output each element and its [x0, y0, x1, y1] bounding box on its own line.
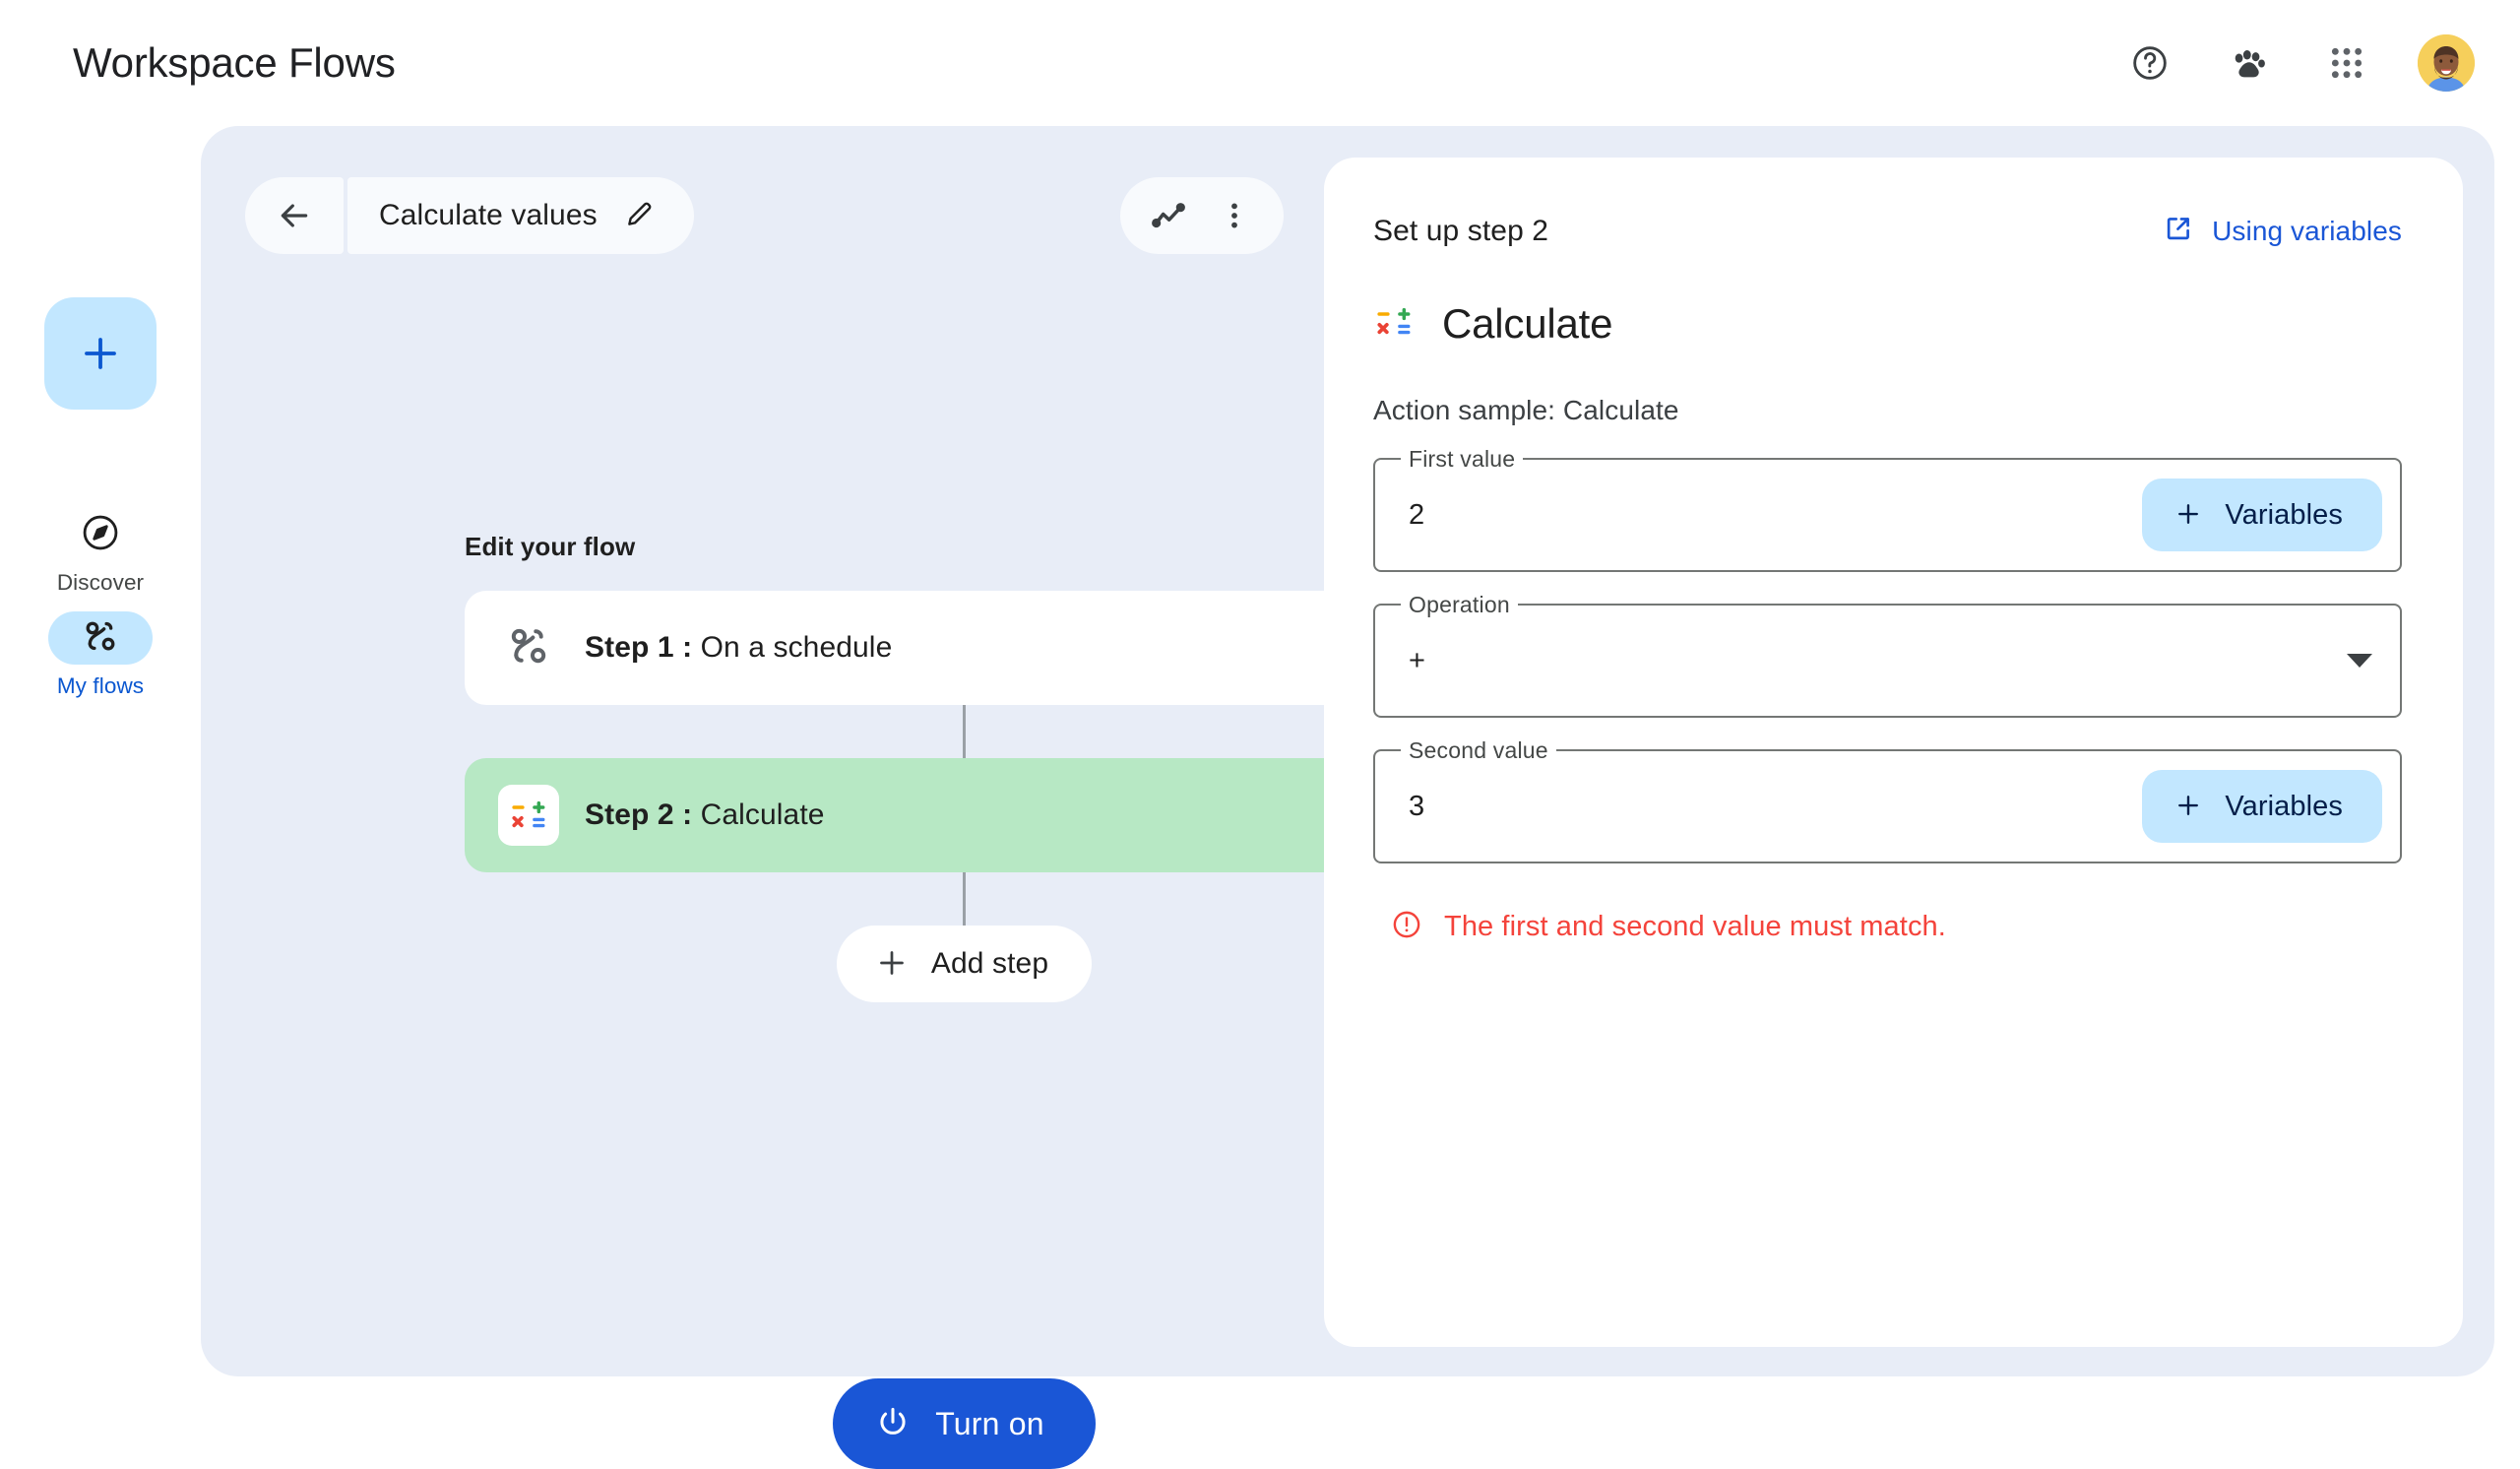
turn-on-label: Turn on — [935, 1405, 1044, 1441]
flow-route-icon — [504, 621, 553, 675]
using-variables-link[interactable]: Using variables — [2163, 213, 2402, 249]
setup-header: Set up step 2 Using variables — [1373, 213, 2402, 249]
step-2-name: Calculate — [692, 798, 825, 831]
create-flow-button[interactable] — [44, 297, 157, 410]
calculate-icon — [498, 785, 559, 846]
operation-label: Operation — [1401, 592, 1518, 618]
first-value-label: First value — [1401, 446, 1524, 473]
power-icon — [874, 1404, 912, 1444]
second-value-variables-button[interactable]: Variables — [2142, 770, 2382, 843]
flow-title: Calculate values — [379, 199, 598, 231]
sidebar-item-discover-label: Discover — [56, 570, 145, 595]
action-header: Calculate — [1373, 300, 2402, 348]
setup-title: Set up step 2 — [1373, 214, 1549, 247]
step-connector-1 — [963, 705, 966, 758]
step-2-icon-wrap — [498, 785, 559, 846]
using-variables-label: Using variables — [2212, 215, 2402, 246]
flow-steps-list: Step 1 : On a schedule — [465, 591, 1464, 1002]
edit-pencil-icon[interactable] — [623, 197, 657, 235]
flow-title-chip[interactable]: Calculate values — [347, 177, 694, 254]
sidebar-item-discover[interactable]: Discover — [48, 508, 153, 596]
step-2-prefix: Step 2 : — [585, 798, 693, 831]
turn-on-row: Turn on — [465, 1378, 1464, 1469]
flow-step-1[interactable]: Step 1 : On a schedule — [465, 591, 1464, 705]
second-value-label: Second value — [1401, 737, 1556, 764]
calculate-icon — [1373, 301, 1415, 348]
external-link-icon — [2163, 213, 2194, 249]
validation-error-text: The first and second value must match. — [1444, 911, 1946, 942]
help-icon[interactable] — [2122, 35, 2177, 91]
setup-panel: Set up step 2 Using variables Calculate — [1324, 158, 2463, 1347]
sidebar-item-my-flows-label: My flows — [56, 673, 145, 698]
paw-icon[interactable] — [2221, 35, 2276, 91]
add-step-button[interactable]: Add step — [836, 926, 1093, 1002]
turn-on-button[interactable]: Turn on — [833, 1378, 1096, 1469]
second-value-field[interactable]: Second value 3 Variables — [1373, 737, 2402, 863]
flow-toolbar: Calculate values — [245, 177, 1284, 254]
page-title: Workspace Flows — [73, 39, 396, 86]
edit-your-flow-label: Edit your flow — [465, 532, 636, 561]
plus-icon — [2174, 499, 2203, 532]
flow-route-icon — [80, 615, 121, 662]
first-value-variables-label: Variables — [2225, 498, 2343, 531]
add-step-label: Add step — [930, 947, 1049, 980]
step-1-label: Step 1 : On a schedule — [585, 631, 892, 665]
apps-grid-icon[interactable] — [2319, 35, 2374, 91]
plus-icon — [2174, 791, 2203, 823]
second-value-variables-label: Variables — [2225, 790, 2343, 822]
step-connector-2 — [963, 872, 966, 926]
chevron-down-icon[interactable] — [2337, 654, 2382, 668]
first-value-input[interactable]: 2 — [1409, 498, 1425, 531]
second-value-input[interactable]: 3 — [1409, 790, 1425, 822]
activity-chart-icon[interactable] — [1142, 188, 1197, 243]
flow-toolbar-actions — [1120, 177, 1284, 254]
step-2-label: Step 2 : Calculate — [585, 798, 825, 832]
discover-icon-pill — [48, 508, 153, 561]
avatar[interactable] — [2418, 34, 2475, 92]
plus-icon — [874, 945, 910, 984]
flow-pane: Calculate values Edit your — [201, 126, 1464, 1469]
step-1-icon-wrap — [498, 621, 559, 675]
flow-step-2[interactable]: Step 2 : Calculate — [465, 758, 1464, 872]
my-flows-icon-pill — [48, 611, 153, 665]
action-name: Calculate — [1442, 300, 1613, 347]
validation-error: The first and second value must match. — [1373, 909, 2402, 945]
step-1-prefix: Step 1 : — [585, 631, 693, 664]
compass-icon — [80, 512, 121, 558]
sidebar-item-my-flows[interactable]: My flows — [48, 611, 153, 699]
operation-selected-value: + — [1409, 644, 1426, 676]
add-step-row: Add step — [465, 926, 1464, 1002]
left-rail: Discover My flows — [0, 126, 201, 1376]
operation-field[interactable]: Operation + — [1373, 592, 2402, 718]
first-value-variables-button[interactable]: Variables — [2142, 479, 2382, 551]
flow-more-menu-icon[interactable] — [1207, 188, 1262, 243]
first-value-field[interactable]: First value 2 Variables — [1373, 446, 2402, 572]
error-circle-icon — [1391, 909, 1422, 945]
top-bar: Workspace Flows — [0, 0, 2520, 126]
step-1-name: On a schedule — [692, 631, 893, 664]
action-sample-text: Action sample: Calculate — [1373, 395, 1679, 425]
back-button[interactable] — [245, 177, 344, 254]
topbar-actions — [2122, 34, 2475, 92]
